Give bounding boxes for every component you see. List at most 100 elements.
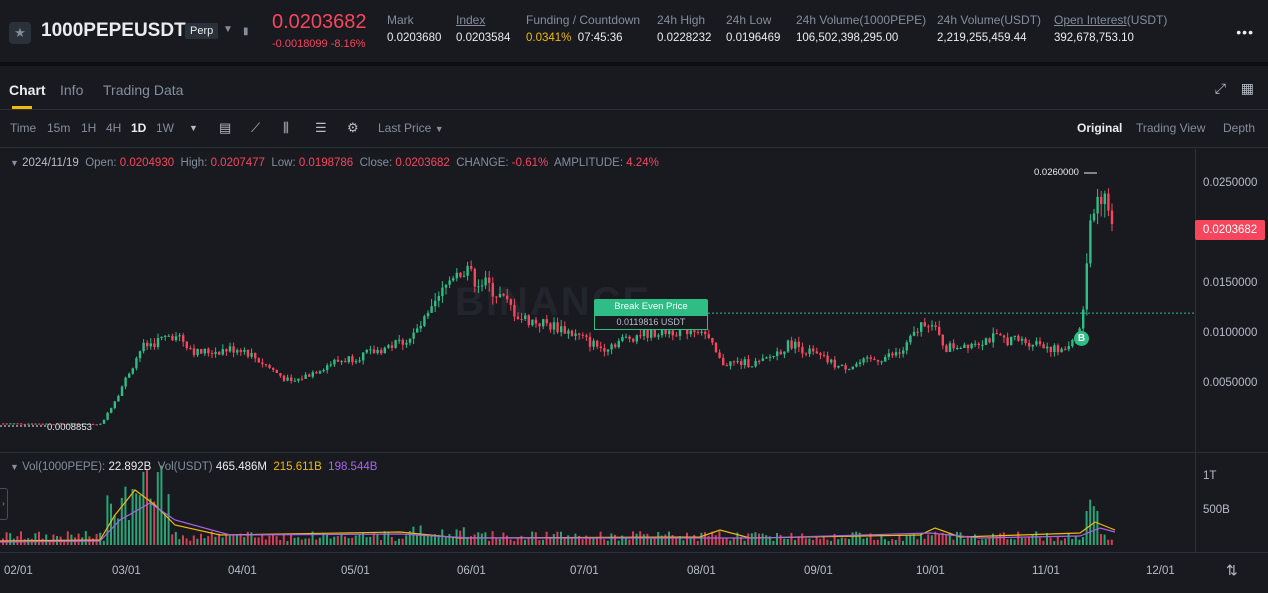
interval-1h[interactable]: 1H [81, 121, 97, 135]
candle-body [1042, 344, 1045, 349]
candle-body [20, 423, 23, 425]
volume-bar [801, 533, 804, 545]
candle-body [264, 364, 268, 366]
candle-type-icon[interactable]: ⫼ [283, 120, 289, 135]
volume-bar [786, 538, 789, 545]
volume-bar [542, 539, 544, 545]
tab-info[interactable]: Info [60, 82, 84, 98]
layout-grid-icon[interactable]: ▦ [1240, 80, 1254, 96]
candle-body [398, 339, 401, 341]
time-axis-label: 03/01 [112, 565, 141, 577]
candle-body [48, 423, 52, 425]
view-depth[interactable]: Depth [1223, 121, 1256, 135]
candlestick-chart[interactable] [0, 149, 1195, 552]
volume-bar [959, 532, 962, 545]
more-options-icon[interactable]: ••• [1236, 24, 1254, 40]
candle-body [311, 372, 314, 377]
candle-body [106, 412, 109, 420]
calendar-icon[interactable]: ▤ [219, 120, 232, 135]
candle-body [1053, 345, 1056, 352]
candle-body [938, 326, 941, 335]
axis-settings-icon[interactable]: ⇅ [1226, 562, 1238, 578]
candle-body [275, 369, 278, 373]
volume-bar [570, 538, 573, 545]
fullscreen-icon[interactable]: ⤢ [1214, 80, 1226, 96]
candle-body [495, 296, 498, 298]
volume-bar [236, 535, 238, 545]
candle-body [203, 348, 206, 354]
volume-bar [1071, 539, 1074, 545]
gear-icon[interactable]: ⚙ [347, 120, 359, 135]
volume-bar [902, 540, 904, 545]
candle-body [1038, 341, 1042, 345]
candle-body [207, 348, 210, 354]
buy-marker[interactable]: B [1074, 331, 1089, 346]
stat-index[interactable]: Index 0.0203584 [456, 13, 511, 44]
candle-body [347, 356, 350, 363]
view-original[interactable]: Original [1077, 121, 1123, 135]
volume-bar [63, 539, 66, 545]
candle-body [614, 344, 617, 348]
price-type-select[interactable]: Last Price ▼ [378, 121, 444, 135]
tab-chart[interactable]: Chart [9, 82, 46, 98]
volume-bar [621, 535, 624, 545]
symbol-dropdown-icon[interactable]: ▼ [223, 24, 233, 35]
indicators-icon[interactable]: ⟋ [251, 120, 261, 135]
favorite-star-icon[interactable]: ★ [9, 22, 31, 44]
volume-bar [257, 537, 260, 545]
candle-body [491, 282, 494, 297]
volume-bar [527, 538, 530, 545]
tab-trading-data[interactable]: Trading Data [103, 82, 184, 98]
candle-body [99, 423, 102, 425]
candle-body [916, 331, 919, 333]
candle-body [434, 300, 437, 307]
candle-body [340, 361, 343, 363]
volume-bar [588, 536, 591, 545]
candle-body [462, 275, 466, 277]
volume-bar [736, 532, 739, 545]
volume-bar [344, 536, 346, 545]
candle-body [876, 359, 880, 362]
side-panel-toggle[interactable]: › [0, 488, 8, 520]
candle-body [801, 346, 804, 354]
volume-bar [880, 534, 883, 545]
interval-15m[interactable]: 15m [47, 121, 71, 135]
volume-bar [398, 538, 400, 545]
symbol-name[interactable]: 1000PEPEUSDT [41, 20, 186, 41]
volume-bar [430, 534, 433, 545]
candle-body [862, 358, 865, 363]
volume-bar [1107, 539, 1110, 545]
volume-divider [0, 452, 1268, 453]
volume-bar [1002, 532, 1005, 545]
candle-body [300, 378, 304, 380]
mini-chart-icon[interactable]: ▮ [243, 26, 249, 37]
interval-4h[interactable]: 4H [106, 121, 122, 135]
candle-body [999, 333, 1002, 336]
volume-bar [869, 533, 872, 545]
collapse-chevron-icon: ▼ [10, 462, 19, 472]
volume-bar [243, 537, 246, 545]
volume-bar [614, 534, 616, 545]
time-label[interactable]: Time [10, 121, 37, 135]
volume-bar [1024, 538, 1027, 545]
volume-bar [311, 531, 314, 545]
interval-1d[interactable]: 1D [131, 121, 147, 135]
candle-body [214, 352, 217, 354]
volume-bar [729, 540, 732, 545]
candle-body [441, 287, 444, 297]
candle-body [59, 423, 62, 425]
more-intervals-icon[interactable]: ▼ [189, 123, 198, 133]
candle-body [9, 423, 12, 425]
stat-open-interest[interactable]: Open Interest(USDT) 392,678,753.10 [1054, 13, 1168, 44]
volume-bar [628, 539, 631, 545]
volume-bar [912, 532, 915, 545]
volume-bar [808, 538, 811, 545]
volume-bar [1110, 539, 1113, 545]
volume-bar [822, 535, 825, 545]
break-even-marker[interactable]: Break Even Price 0.0119816 USDT [594, 299, 708, 332]
volume-bar [732, 537, 735, 545]
candle-body [578, 333, 581, 335]
interval-1w[interactable]: 1W [156, 121, 174, 135]
view-trading-view[interactable]: Trading View [1136, 121, 1206, 135]
display-settings-icon[interactable]: ☰ [315, 120, 327, 135]
